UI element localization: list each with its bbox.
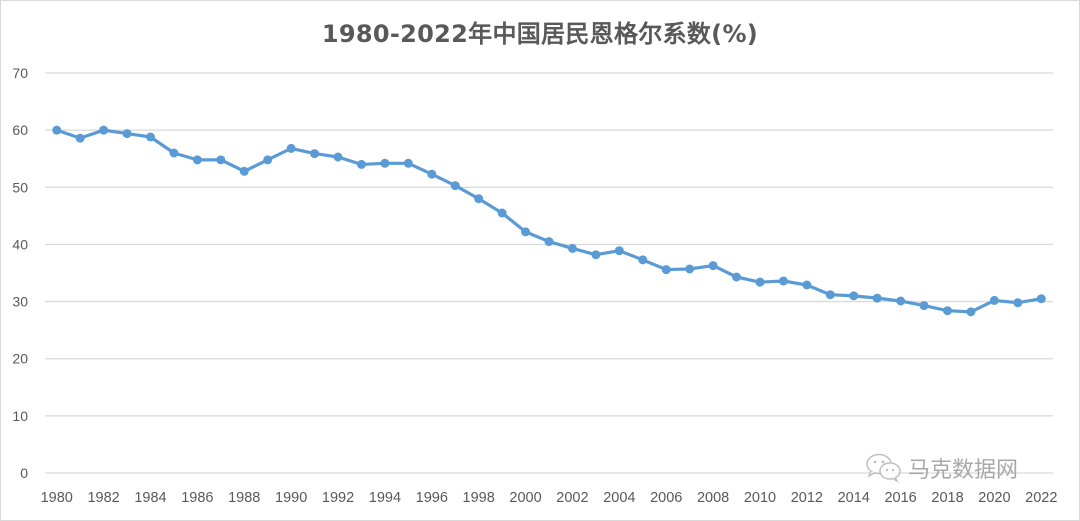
x-tick-label: 2018	[931, 490, 963, 506]
data-point-marker	[75, 133, 85, 143]
x-tick-label: 2002	[556, 490, 588, 506]
x-tick-label: 1986	[181, 490, 213, 506]
data-point-marker	[896, 296, 906, 306]
y-tick-label: 50	[12, 179, 28, 195]
x-tick-label: 2012	[791, 490, 823, 506]
y-tick-label: 40	[12, 236, 28, 252]
data-point-marker	[310, 149, 320, 159]
data-point-marker	[661, 265, 671, 275]
data-series	[52, 125, 1046, 317]
watermark: 马克数据网	[864, 452, 1018, 484]
x-tick-label: 1992	[322, 490, 354, 506]
x-tick-label: 1984	[134, 490, 166, 506]
data-point-marker	[614, 246, 624, 256]
data-point-marker	[638, 255, 648, 265]
x-tick-label: 2016	[884, 490, 916, 506]
x-tick-label: 1998	[463, 490, 495, 506]
watermark-text: 马克数据网	[908, 458, 1019, 483]
data-point-marker	[567, 243, 577, 253]
data-point-marker	[403, 158, 413, 168]
y-tick-label: 30	[12, 294, 28, 310]
data-point-marker	[169, 148, 179, 158]
data-point-marker	[732, 272, 742, 282]
data-point-marker	[685, 264, 695, 274]
x-tick-label: 2010	[744, 490, 776, 506]
y-tick-label: 0	[20, 465, 28, 481]
y-tick-label: 20	[12, 351, 28, 367]
y-tick-label: 60	[12, 122, 28, 138]
data-point-marker	[286, 143, 296, 153]
data-point-marker	[263, 155, 273, 165]
data-point-marker	[802, 280, 812, 290]
data-point-marker	[356, 159, 366, 169]
data-point-marker	[989, 295, 999, 305]
x-tick-label: 1994	[369, 490, 401, 506]
data-point-marker	[99, 125, 109, 135]
data-point-marker	[380, 158, 390, 168]
data-point-marker	[521, 227, 531, 237]
data-point-marker	[919, 301, 929, 311]
y-axis-labels: 0 10 20 30 40 50 60 70	[12, 65, 28, 481]
y-tick-label: 70	[12, 65, 28, 81]
data-point-marker	[474, 194, 484, 204]
data-point-marker	[849, 291, 859, 301]
data-point-marker	[778, 276, 788, 286]
y-tick-label: 10	[12, 408, 28, 424]
data-point-marker	[825, 290, 835, 300]
wechat-icon	[866, 453, 901, 483]
data-point-marker	[450, 181, 460, 191]
data-point-marker	[239, 166, 249, 176]
x-tick-label: 2006	[650, 490, 682, 506]
data-point-marker	[544, 237, 554, 247]
data-point-marker	[1013, 298, 1023, 308]
data-point-marker	[708, 261, 718, 271]
data-point-marker	[943, 306, 953, 316]
data-point-marker	[52, 125, 62, 135]
data-point-marker	[755, 277, 765, 287]
data-point-marker	[122, 129, 132, 139]
data-point-marker	[872, 293, 882, 303]
data-point-marker	[427, 169, 437, 179]
data-point-marker	[1036, 294, 1046, 304]
x-tick-label: 1980	[41, 490, 73, 506]
data-point-marker	[966, 307, 976, 317]
data-point-marker	[591, 250, 601, 260]
x-tick-label: 1990	[275, 490, 307, 506]
x-tick-label: 1996	[416, 490, 448, 506]
data-point-marker	[192, 155, 202, 165]
x-tick-label: 2020	[978, 490, 1010, 506]
x-tick-label: 2004	[603, 490, 635, 506]
x-tick-label: 2022	[1025, 490, 1057, 506]
data-point-marker	[497, 208, 507, 218]
data-point-marker	[333, 152, 343, 162]
x-tick-label: 2000	[509, 490, 541, 506]
x-tick-label: 1988	[228, 490, 260, 506]
chart-title: 1980-2022年中国居民恩格尔系数(%)	[321, 20, 759, 48]
data-point-marker	[216, 155, 226, 165]
gridlines	[45, 72, 1053, 474]
x-tick-label: 2008	[697, 490, 729, 506]
series-line	[55, 128, 1043, 314]
data-point-marker	[145, 132, 155, 142]
x-tick-label: 1982	[87, 490, 119, 506]
x-axis-labels: 1980 1982 1984 1986 1988 1990 1992 1994 1996 1998…	[41, 490, 1058, 506]
x-tick-label: 2014	[838, 490, 870, 506]
